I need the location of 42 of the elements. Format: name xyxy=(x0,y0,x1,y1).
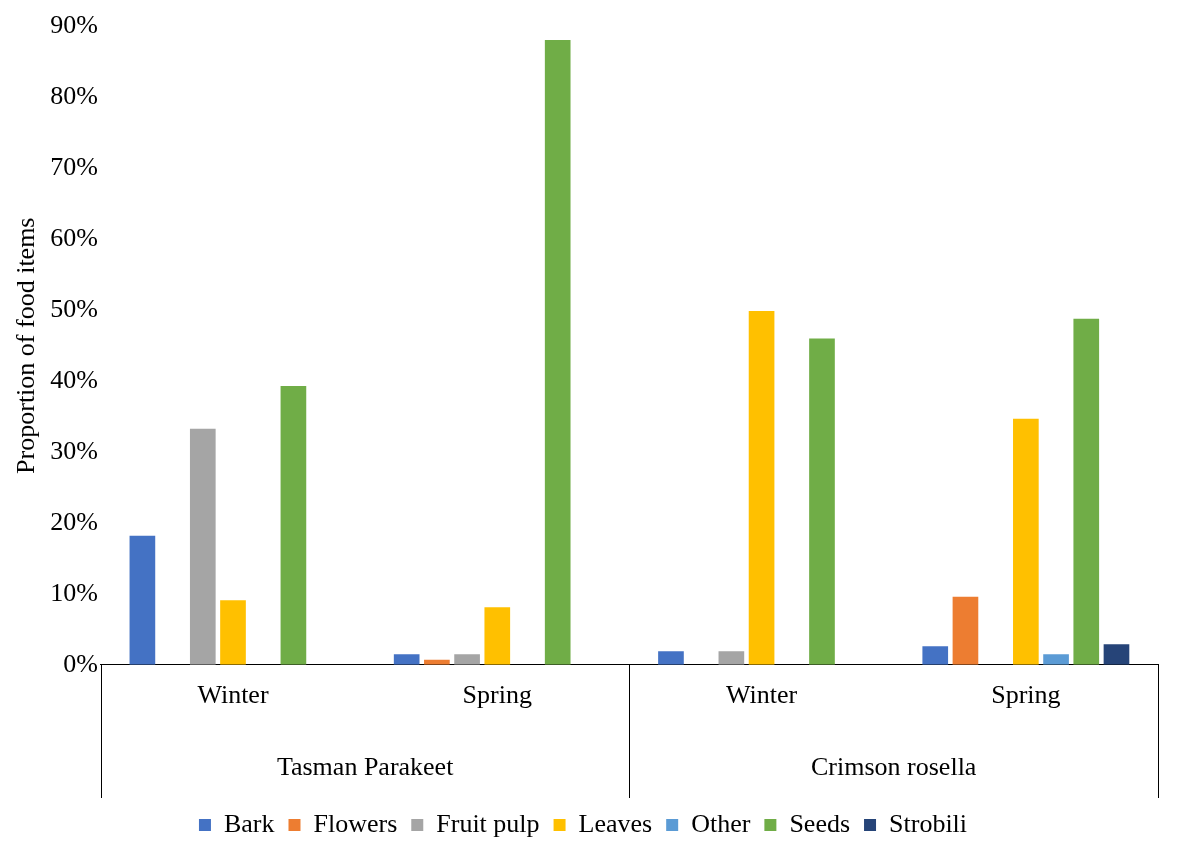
x-tick-label: Spring xyxy=(462,680,532,710)
bar xyxy=(1043,654,1069,665)
y-axis-title: Proportion of food items xyxy=(11,217,41,474)
y-tick-label: 80% xyxy=(50,81,98,111)
legend-label: Other xyxy=(691,808,751,838)
y-tick-label: 30% xyxy=(50,435,98,465)
legend-label: Strobili xyxy=(889,808,968,838)
bar xyxy=(658,651,684,665)
bar xyxy=(1073,318,1100,665)
y-tick-label: 20% xyxy=(50,506,98,536)
bar xyxy=(952,596,979,665)
legend-label: Flowers xyxy=(313,808,398,838)
y-tick-label: 50% xyxy=(50,294,98,324)
y-tick-label: 90% xyxy=(50,10,98,40)
bar xyxy=(718,651,745,665)
bar xyxy=(748,310,775,665)
bar xyxy=(922,646,949,665)
bar xyxy=(220,600,246,665)
y-tick-label: 0% xyxy=(63,648,98,678)
legend-label: Seeds xyxy=(789,808,851,838)
text: Tasman Parakeet xyxy=(276,751,455,781)
bar xyxy=(454,654,480,665)
y-tick-label: 10% xyxy=(50,577,98,607)
bar xyxy=(1103,644,1130,665)
legend-label: Leaves xyxy=(578,808,653,838)
bar xyxy=(1013,418,1039,665)
legend-label: Bark xyxy=(223,808,275,838)
legend-label: Fruit pulp xyxy=(436,808,540,838)
text: Crimson rosella xyxy=(811,751,977,781)
bar xyxy=(189,428,216,665)
bar xyxy=(280,386,307,665)
bar xyxy=(809,338,835,665)
bar xyxy=(393,654,420,665)
y-tick-label: 40% xyxy=(50,364,98,394)
y-tick-label: 60% xyxy=(50,223,98,253)
x-tick-label: Winter xyxy=(197,680,269,710)
x-tick-label: Spring xyxy=(991,680,1061,710)
bar xyxy=(129,535,156,665)
x-tick-label: Winter xyxy=(725,680,798,710)
y-tick-label: 70% xyxy=(50,152,98,182)
bar xyxy=(484,607,511,665)
bar xyxy=(544,40,571,665)
